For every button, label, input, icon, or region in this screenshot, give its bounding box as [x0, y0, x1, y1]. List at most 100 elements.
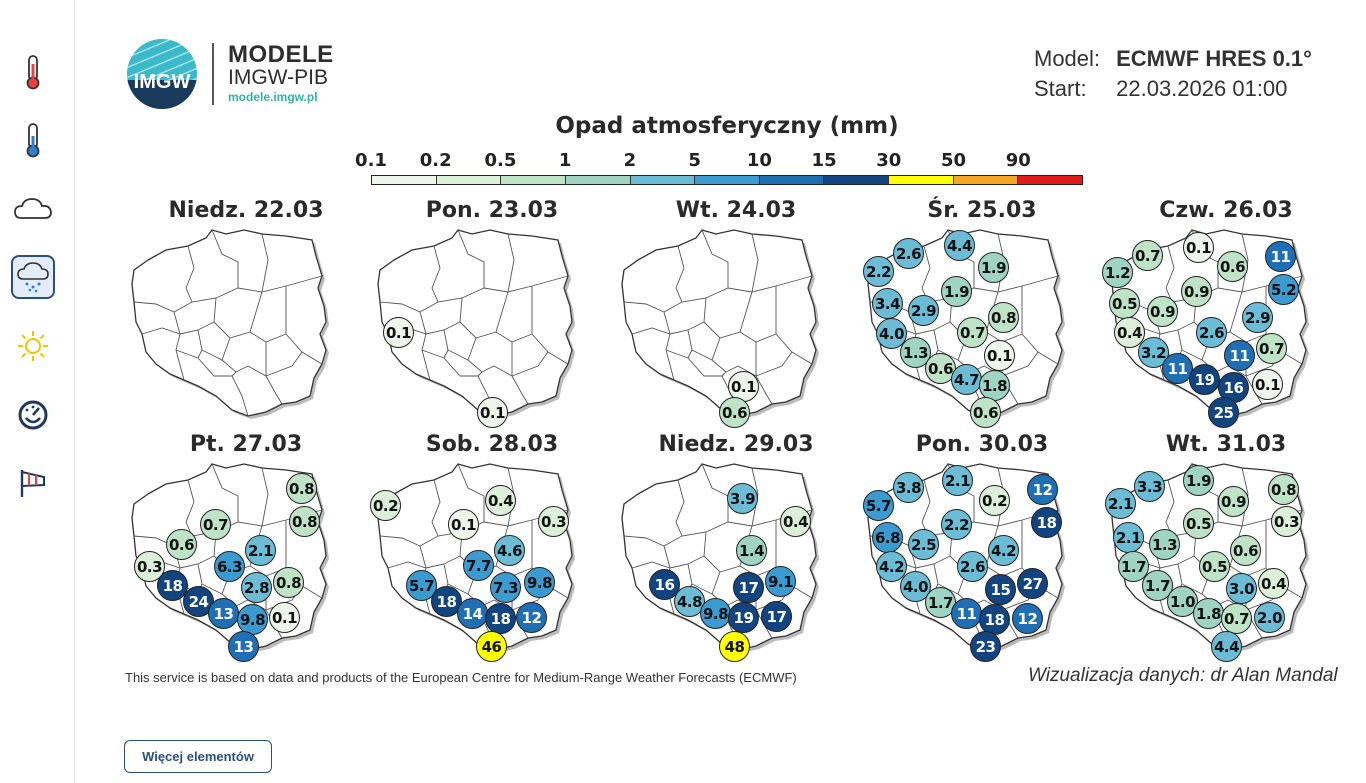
day-title: Pon. 30.03 — [915, 432, 1049, 457]
voivodeship-border — [443, 563, 477, 595]
precipitation-value: 0.6 — [719, 397, 750, 428]
voivodeship-border — [755, 351, 793, 377]
day-title: Wt. 31.03 — [1165, 432, 1287, 457]
precipitation-value: 0.7 — [1132, 240, 1163, 271]
precipitation-value: 4.8 — [674, 586, 705, 617]
cloud-button[interactable] — [11, 187, 55, 231]
scale-label: 5 — [688, 150, 701, 171]
precipitation-value: 23 — [970, 631, 1001, 662]
scale-label: 0.1 — [355, 150, 387, 171]
precipitation-value: 0.5 — [1199, 551, 1230, 582]
voivodeship-border — [985, 520, 1023, 577]
precipitation-value: 14 — [457, 598, 488, 629]
voivodeship-border — [265, 375, 283, 405]
voivodeship-border — [739, 520, 777, 577]
country-outline — [131, 229, 327, 417]
temperature-min-button[interactable] — [11, 118, 55, 162]
precipitation-button[interactable] — [11, 255, 55, 299]
model-value: ECMWF HRES 0.1° — [1116, 46, 1312, 71]
precipitation-value: 4.6 — [494, 535, 525, 566]
day-title: Niedz. 29.03 — [658, 432, 814, 457]
precipitation-value: 0.1 — [1252, 369, 1283, 400]
precipitation-value: 0.1 — [984, 340, 1015, 371]
voivodeship-border — [457, 229, 485, 288]
precipitation-value: 0.6 — [1217, 251, 1248, 282]
precipitation-value: 0.1 — [728, 371, 759, 402]
precipitation-value: 48 — [719, 631, 750, 662]
forecast-panel: Czw. 26.03 0.1 0.7 11 1.2 0.6 5.2 0.9 0.5 0.9 2.9 2… — [1102, 198, 1346, 433]
voivodeship-border — [985, 286, 1023, 343]
day-title: Pon. 23.03 — [425, 198, 559, 223]
day-title: Sob. 28.03 — [425, 432, 559, 457]
sunshine-button[interactable] — [11, 324, 55, 368]
precipitation-scale-bar — [371, 175, 1083, 185]
precipitation-value: 0.4 — [1114, 317, 1145, 348]
precipitation-value: 13 — [208, 598, 239, 629]
voivodeship-border — [387, 531, 463, 569]
voivodeship-border — [701, 463, 729, 522]
voivodeship-border — [443, 329, 477, 361]
precipitation-value: 0.5 — [1183, 508, 1214, 539]
day-title: Wt. 24.03 — [675, 198, 797, 223]
voivodeship-border — [701, 229, 729, 288]
map-title: Opad atmosferyczny (mm) — [555, 113, 899, 139]
voivodeship-border — [419, 311, 431, 381]
voivodeship-border — [663, 311, 675, 381]
voivodeship-border — [185, 479, 195, 537]
precipitation-value: 3.9 — [727, 483, 758, 514]
precipitation-value: 3.0 — [1226, 573, 1257, 604]
precipitation-value: 3.4 — [872, 288, 903, 319]
voivodeship-border — [755, 375, 773, 405]
ecmwf-note: This service is based on data and produc… — [125, 670, 797, 685]
precipitation-value: 0.9 — [1147, 296, 1178, 327]
precipitation-value: 1.0 — [1167, 586, 1198, 617]
voivodeship-border — [687, 329, 721, 361]
more-elements-button[interactable]: Więcej elementów — [124, 740, 272, 773]
precipitation-value: 0.1 — [477, 397, 508, 428]
imgw-logo-mark: IMGW — [127, 39, 197, 109]
scale-labels: 0.1 0.2 0.5 1 2 5 10 15 30 50 90 — [76, 150, 1366, 174]
precipitation-value: 1.2 — [1102, 257, 1133, 288]
precipitation-value: 1.3 — [1149, 529, 1180, 560]
precipitation-value: 3.8 — [893, 472, 924, 503]
precipitation-value: 18 — [485, 603, 516, 634]
forecast-panel: Niedz. 22.03 — [126, 198, 366, 433]
scale-label: 0.2 — [419, 150, 452, 171]
voivodeship-border — [431, 479, 441, 537]
precipitation-value: 4.4 — [1211, 631, 1242, 662]
day-title: Pt. 27.03 — [189, 432, 303, 457]
precipitation-value: 19 — [1189, 364, 1220, 395]
scale-label: 10 — [746, 150, 772, 171]
day-title: Śr. 25.03 — [927, 198, 1037, 223]
precipitation-value: 2.6 — [1196, 317, 1227, 348]
precipitation-value: 2.8 — [241, 572, 272, 603]
voivodeship-border — [249, 286, 287, 343]
scale-segment — [1018, 176, 1083, 184]
scale-segment — [436, 176, 502, 184]
precipitation-value: 0.8 — [289, 506, 320, 537]
precipitation-value: 0.7 — [1256, 333, 1287, 364]
scale-label: 0.5 — [484, 150, 517, 171]
precipitation-value: 0.7 — [957, 317, 988, 348]
forecast-panel: Niedz. 29.03 3.9 0.4 1.4 16 17 9.1 4.8 9.8 19 17 48 — [616, 432, 856, 667]
precipitation-value: 1.9 — [978, 252, 1009, 283]
pressure-button[interactable] — [11, 393, 55, 437]
precipitation-value: 7.7 — [463, 550, 494, 581]
precipitation-value: 0.6 — [1230, 535, 1261, 566]
precipitation-value: 4.4 — [944, 230, 975, 261]
poland-map — [621, 463, 819, 653]
precipitation-value: 12 — [1027, 474, 1058, 505]
logo-url: modele.imgw.pl — [228, 90, 318, 104]
precipitation-value: 4.2 — [988, 535, 1019, 566]
precipitation-value: 11 — [951, 598, 982, 629]
precipitation-value: 0.8 — [286, 473, 317, 504]
temperature-button[interactable] — [11, 50, 55, 94]
voivodeship-border — [443, 357, 483, 377]
voivodeship-border — [687, 357, 727, 377]
scale-segment — [630, 176, 696, 184]
wind-button[interactable] — [11, 461, 55, 505]
voivodeship-border — [261, 467, 269, 527]
windsock-icon — [20, 470, 45, 497]
scale-segment — [501, 176, 566, 184]
precipitation-value: 1.8 — [1193, 598, 1224, 629]
